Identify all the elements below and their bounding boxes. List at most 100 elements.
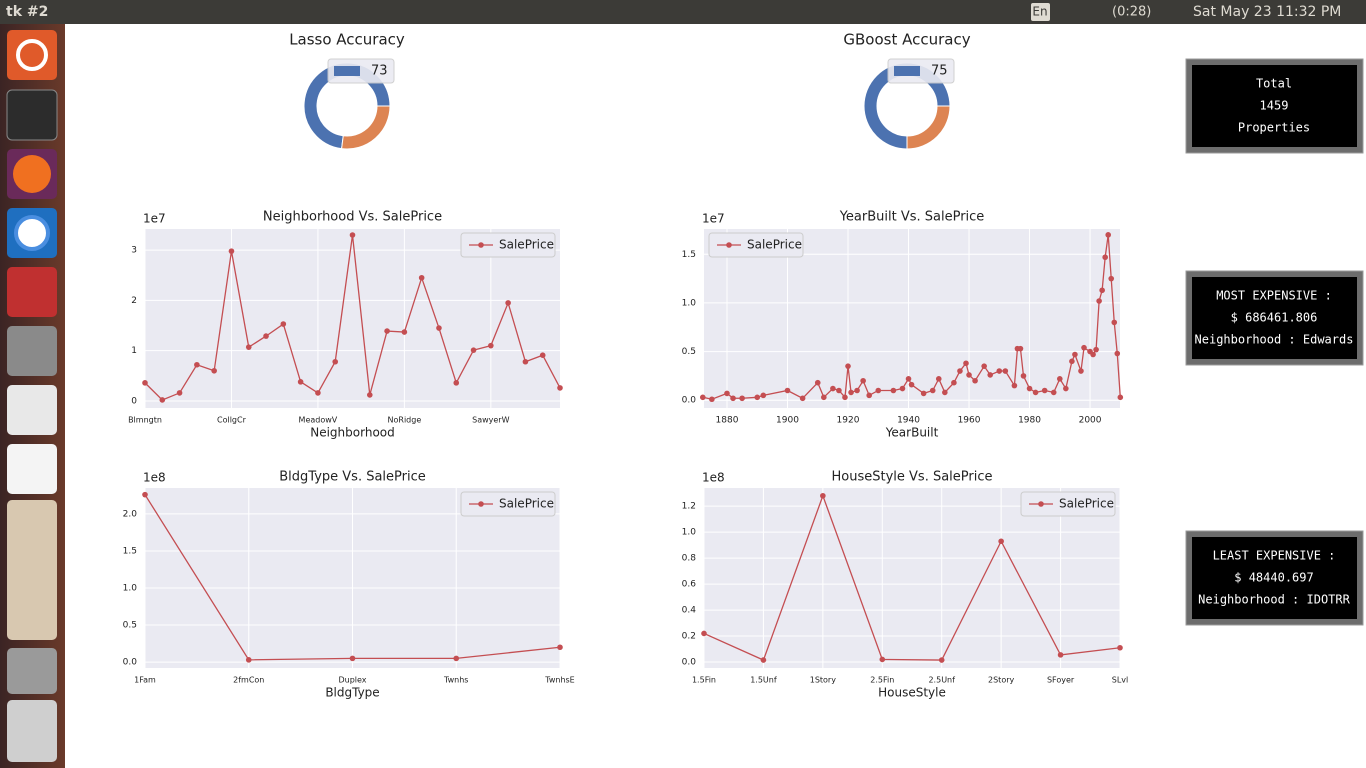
legend-box	[708, 232, 804, 258]
y-tick-label: 0.8	[682, 554, 697, 564]
info-box: Total 1459 Properties	[1185, 58, 1364, 154]
data-point	[436, 325, 442, 331]
x-tick-label: 2000	[1079, 416, 1102, 426]
x-tick-label: 1Fam	[134, 676, 156, 685]
data-point	[194, 361, 200, 368]
y-tick-label: 1.0	[123, 584, 138, 594]
icon[interactable]	[7, 30, 57, 80]
data-point	[981, 363, 987, 369]
info-panel	[1192, 277, 1357, 359]
pie-slice	[341, 105, 391, 150]
data-point	[297, 379, 304, 385]
data-point	[332, 358, 339, 365]
icon[interactable]	[7, 648, 57, 694]
x-tick-label: MeadowV	[299, 416, 338, 425]
data-point	[1020, 373, 1027, 379]
data-point	[315, 390, 321, 396]
info-text: Neighborhood : Edwards	[1195, 333, 1354, 347]
chart-title: HouseStyle Vs. SalePrice	[832, 470, 993, 485]
x-tick-label: 1980	[1018, 416, 1041, 426]
data-point	[228, 248, 235, 254]
icon-stack[interactable]	[7, 700, 57, 762]
data-point	[280, 321, 287, 327]
y-tick-label: 1.5	[682, 250, 696, 260]
data-point	[739, 395, 745, 402]
plot-area	[704, 488, 1120, 668]
chart-title: BldgType Vs. SalePrice	[279, 470, 426, 485]
y-tick-label: 1.0	[682, 298, 697, 308]
data-point	[820, 492, 826, 499]
x-tick-label: 1.5Unf	[750, 676, 777, 685]
data-point	[987, 372, 994, 378]
legend-label: SalePrice	[499, 497, 554, 511]
data-point	[972, 377, 978, 384]
icon-stack[interactable]	[7, 500, 57, 640]
data-point	[942, 389, 948, 396]
y-tick-label: 0.0	[682, 396, 697, 406]
data-point	[908, 381, 915, 388]
data-point	[539, 352, 546, 359]
data-point	[263, 333, 269, 339]
data-point	[760, 657, 767, 663]
icon[interactable]	[7, 267, 57, 317]
offset-label: 1e8	[702, 471, 725, 485]
x-tick-label: 1900	[776, 416, 799, 426]
legend-swatch	[334, 66, 360, 76]
icon-glyph	[14, 215, 50, 251]
data-point	[159, 397, 166, 403]
data-point	[522, 358, 529, 365]
y-tick-label: 0	[131, 396, 137, 406]
plot-area	[704, 229, 1120, 408]
data-point	[1057, 652, 1064, 658]
data-point	[814, 379, 821, 386]
data-point	[699, 394, 706, 401]
clock[interactable]: Sat May 23 11:32 PM	[1193, 4, 1341, 20]
data-point	[557, 385, 563, 391]
y-tick-label: 1.5	[123, 546, 137, 556]
info-text: $ 686461.806	[1231, 311, 1318, 325]
app-title: tk #2	[6, 4, 48, 20]
data-point	[470, 347, 477, 353]
info-text: Properties	[1238, 121, 1310, 135]
legend-label: SalePrice	[747, 238, 802, 252]
y-tick-label: 1.0	[682, 528, 697, 538]
lang-box[interactable]	[1031, 3, 1050, 21]
data-point	[1063, 385, 1069, 392]
legend-label: 73	[371, 64, 388, 79]
data-point	[1111, 319, 1118, 326]
legend-label: SalePrice	[1059, 497, 1114, 511]
x-tick-label: 1960	[958, 416, 981, 426]
data-point	[963, 360, 969, 367]
y-tick-label: 2	[131, 296, 137, 306]
data-point	[701, 630, 707, 637]
launcher-icons	[6, 30, 58, 762]
legend-box	[460, 232, 556, 258]
data-point	[929, 387, 936, 394]
icon[interactable]	[7, 385, 57, 435]
x-tick-label: 1940	[897, 416, 920, 426]
data-point	[784, 387, 791, 394]
x-tick-label: 2fmCon	[233, 676, 264, 685]
data-point	[142, 380, 148, 386]
offset-label: 1e7	[702, 212, 725, 226]
icon[interactable]	[6, 89, 58, 141]
y-tick-label: 0.5	[682, 347, 696, 357]
x-tick-label: TwnhsE	[544, 676, 574, 685]
icon[interactable]	[7, 444, 57, 494]
data-point	[860, 377, 866, 384]
data-point	[905, 376, 912, 382]
data-point	[1050, 389, 1057, 396]
data-point	[453, 380, 460, 386]
data-point	[842, 394, 848, 401]
data-point	[142, 491, 148, 498]
x-tick-label: SFoyer	[1047, 676, 1075, 685]
x-tick-label: Twnhs	[443, 676, 468, 685]
x-tick-label: CollgCr	[217, 416, 247, 425]
data-point	[1032, 389, 1039, 396]
data-point	[1026, 385, 1033, 392]
legend-marker	[726, 242, 732, 248]
data-point	[890, 387, 897, 394]
icon[interactable]	[7, 326, 57, 376]
y-tick-label: 0.0	[682, 658, 697, 668]
y-tick-label: 0.0	[123, 658, 138, 668]
